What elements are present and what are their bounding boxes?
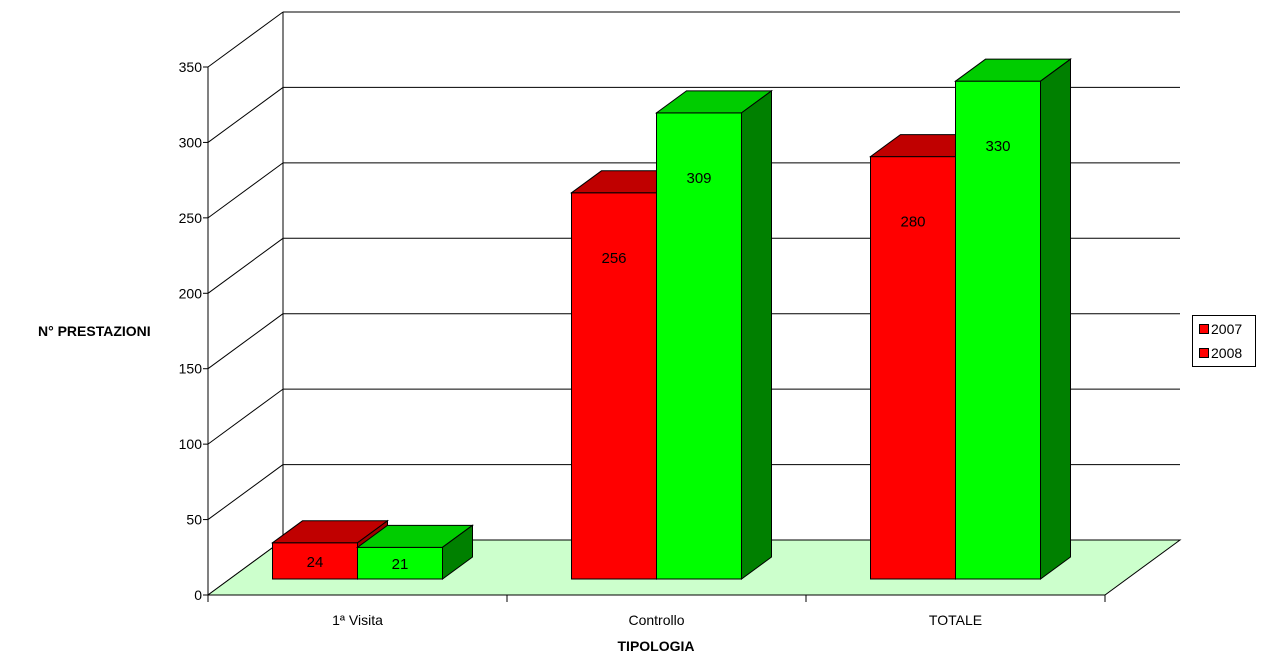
diagonal-gridline	[207, 388, 284, 445]
bar-front-2008	[955, 80, 1041, 580]
bar-front-2007	[571, 192, 657, 580]
diagonal-gridline	[207, 313, 284, 370]
legend-label-2007: 2007	[1211, 321, 1243, 337]
data-label: 309	[686, 170, 711, 187]
bar-side-2008	[741, 89, 772, 580]
bar-front-2007	[870, 156, 956, 580]
bar-front-2007	[272, 542, 358, 580]
y-tick-label: 350	[179, 59, 203, 75]
y-tick-label: 200	[179, 285, 203, 301]
diagonal-gridline	[207, 162, 284, 219]
legend: 2007 2008	[1192, 315, 1256, 367]
legend-swatch-2008	[1199, 348, 1209, 358]
bar-front-2008	[656, 112, 742, 580]
data-label: 24	[307, 554, 324, 571]
y-tick-label: 100	[179, 436, 203, 452]
x-axis-title: TIPOLOGIA	[618, 638, 695, 654]
data-label: 280	[900, 214, 925, 231]
x-tick-label: TOTALE	[929, 612, 982, 628]
bar-side-2008	[442, 524, 473, 580]
data-label: 256	[601, 250, 626, 267]
y-tick-label: 50	[186, 512, 202, 528]
legend-swatch-2007	[1199, 324, 1209, 334]
y-tick-label: 0	[194, 587, 202, 603]
legend-item-2008: 2008	[1199, 343, 1242, 363]
data-label: 330	[985, 138, 1010, 155]
bar-side-2008	[1040, 58, 1071, 580]
bar-front-2008	[357, 546, 443, 580]
y-tick-label: 150	[179, 361, 203, 377]
x-tick-label: 1ª Visita	[332, 612, 383, 628]
y-tick-label: 300	[179, 134, 203, 150]
y-axis-title: N° PRESTAZIONI	[38, 323, 151, 339]
legend-label-2008: 2008	[1211, 345, 1243, 361]
x-tick-label: Controllo	[628, 612, 684, 628]
diagonal-gridline	[207, 237, 284, 294]
diagonal-gridline	[207, 464, 284, 520]
diagonal-gridline	[207, 87, 284, 143]
diagonal-gridline	[207, 11, 284, 68]
legend-item-2007: 2007	[1199, 319, 1242, 339]
y-tick-label: 250	[179, 210, 203, 226]
data-label: 21	[392, 556, 409, 573]
